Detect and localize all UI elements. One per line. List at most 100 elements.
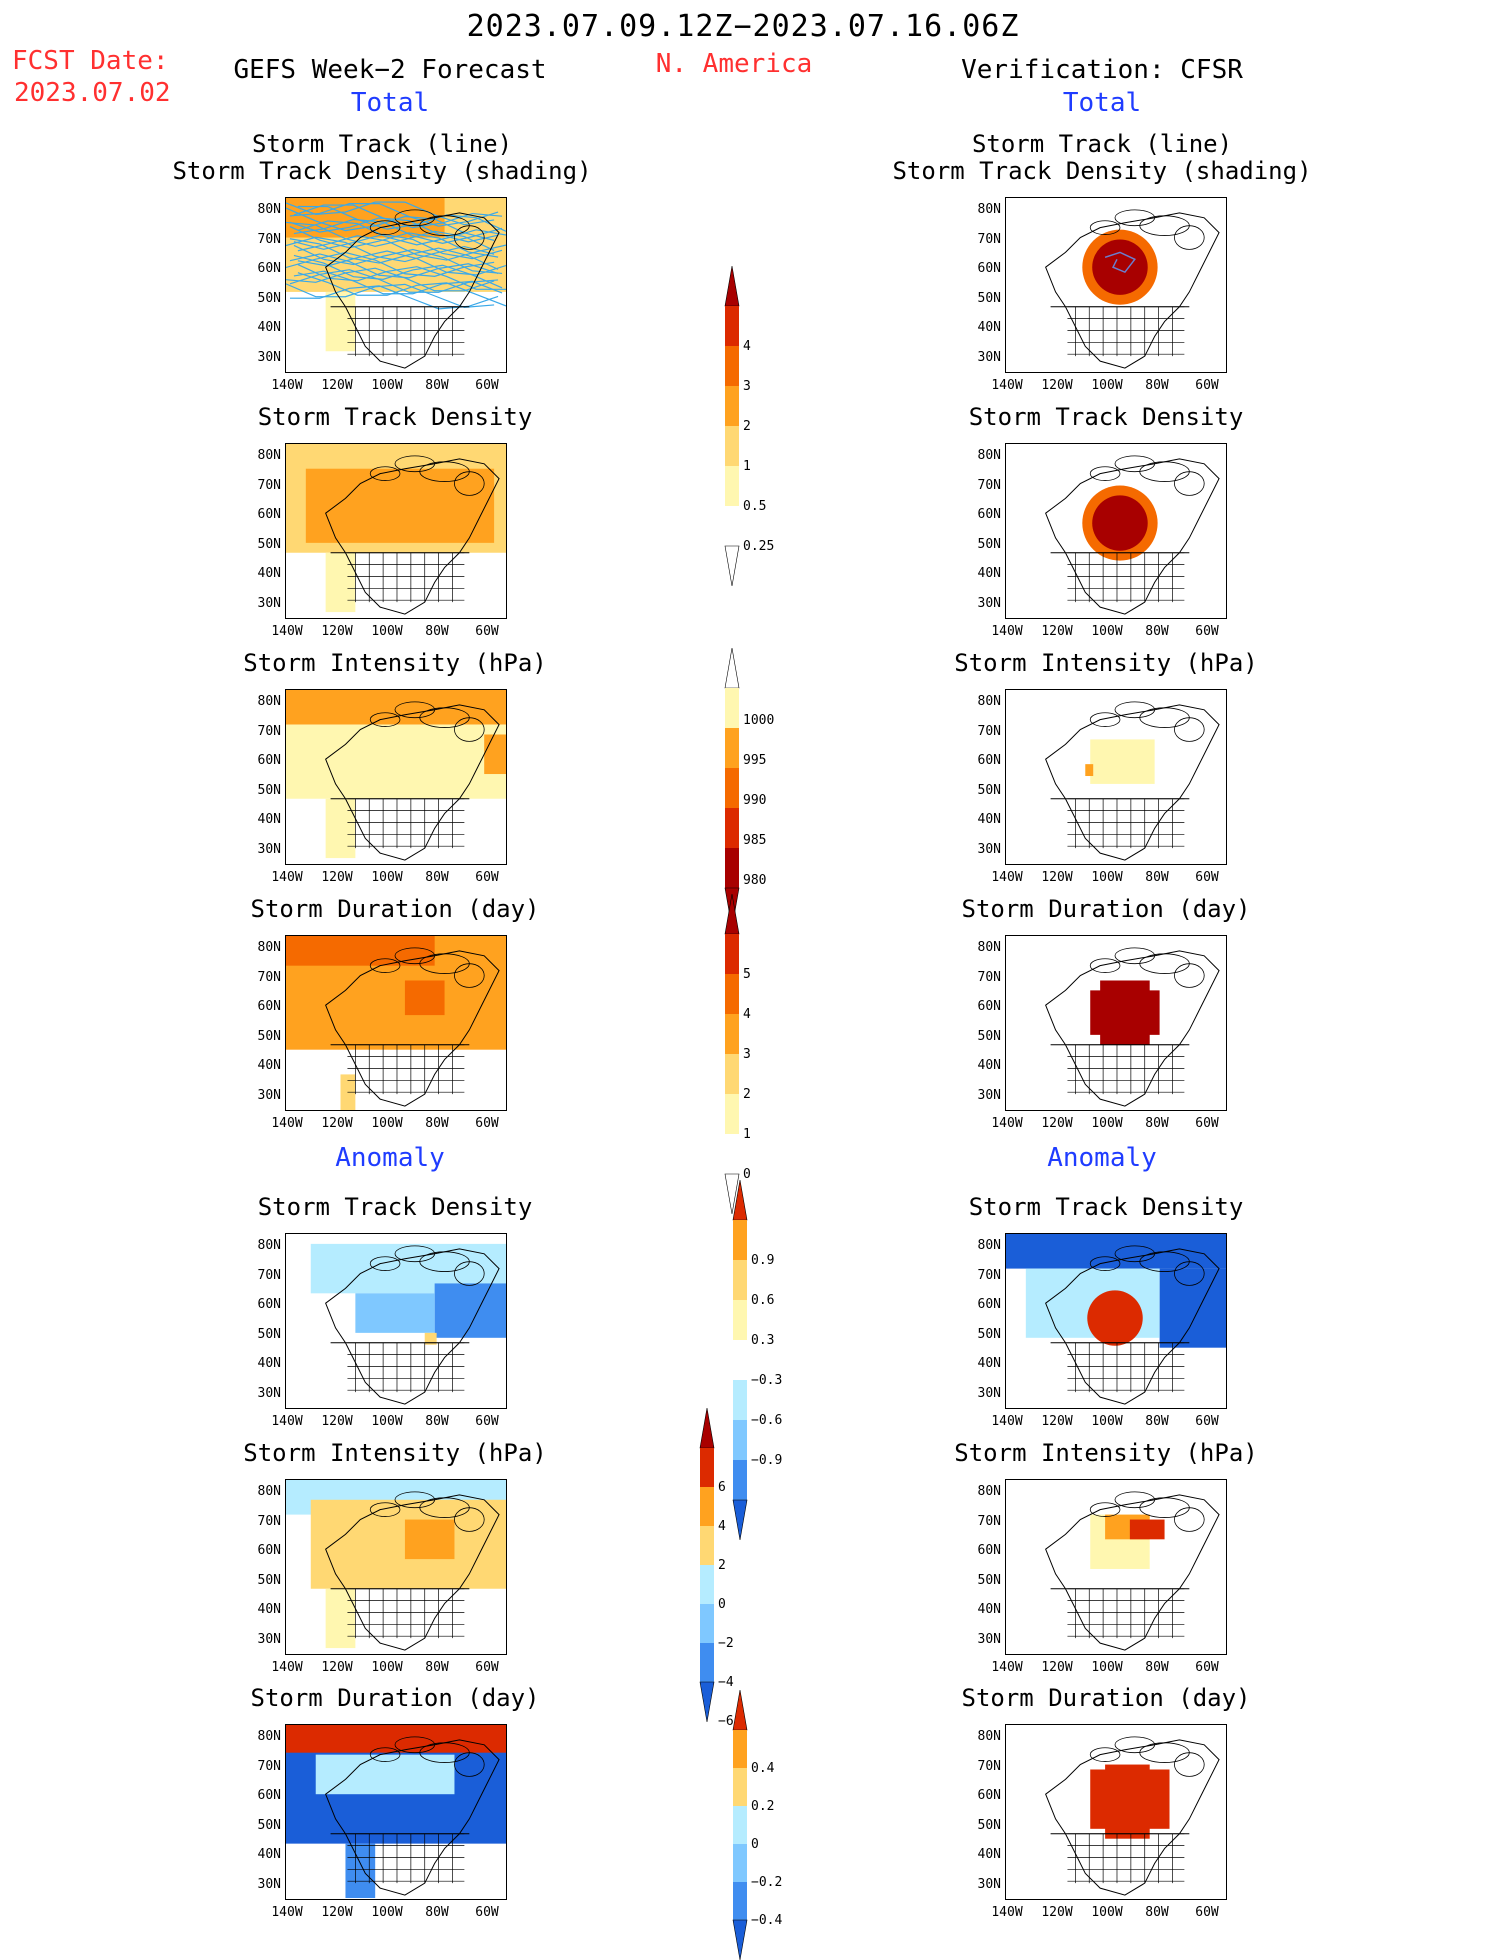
map-panel-dur-verification [1005,935,1227,1111]
lon-tick-label: 100W [371,378,403,393]
island-outline [394,701,436,719]
island-outline [1089,466,1121,481]
map-aIntR [1045,1491,1220,1651]
map-trackL [286,198,506,369]
lon-tick-label: 120W [321,378,353,393]
lat-tick-label: 80N [257,940,281,955]
lon-tick-label: 120W [1041,378,1073,393]
lon-tick-label: 60W [1195,870,1219,885]
lon-tick-label: 60W [475,1116,499,1131]
storm-track-line [286,267,495,292]
lat-tick-label: 60N [257,753,281,768]
storm-track-line [286,236,495,263]
island-outline [1089,1502,1121,1517]
island-outline [1114,209,1156,227]
colorbar-tick-label: 995 [743,753,767,768]
colorbar-tick-label: 0.9 [751,1253,775,1268]
shading-region [325,291,356,352]
lat-tick-label: 70N [977,723,1001,739]
lon-tick-label: 80W [425,1905,449,1920]
colorbar-tick-label: 0.4 [751,1761,775,1776]
map-panel-aInt-verification [1005,1479,1227,1655]
lon-tick-label: 120W [321,1116,353,1131]
lat-tick-label: 60N [977,1543,1001,1558]
map-densL [286,444,506,615]
lat-tick-label: 70N [977,231,1001,247]
island-outline [369,958,401,973]
lat-tick-label: 30N [257,1385,281,1401]
storm-track-line [293,204,503,229]
colorbar-segment [733,1220,747,1260]
colorbar-top-cap [724,893,740,935]
shading-region [1129,1519,1165,1540]
map-panel-track-forecast [285,197,507,373]
map-panel-aInt-forecast [285,1479,507,1655]
lon-tick-label: 60W [1195,1414,1219,1429]
lon-tick-label: 140W [991,378,1023,393]
island-outline [1174,1752,1205,1777]
shading-region [286,724,506,799]
lon-tick-label: 140W [991,870,1023,885]
lon-tick-label: 140W [991,1660,1023,1675]
lon-tick-label: 100W [371,1905,403,1920]
lat-tick-label: 60N [977,1788,1001,1803]
lat-tick-label: 60N [257,507,281,522]
lat-tick-label: 70N [257,969,281,985]
island-outline [369,1502,401,1517]
colorbar-segment [725,974,739,1014]
map-durR [1045,947,1220,1107]
lat-tick-label: 50N [977,1572,1001,1588]
shading-region [1087,1290,1143,1346]
lat-tick-label: 70N [257,723,281,739]
island-outline [1089,958,1121,973]
lon-tick-label: 60W [1195,1905,1219,1920]
island-outline [369,1256,401,1271]
colorbar-segment [725,1094,739,1134]
lat-tick-label: 50N [977,1028,1001,1044]
panel-title-anom-duration-left: Storm Duration (day) [250,1684,540,1712]
region-label: N. America [655,49,813,79]
lat-tick-label: 80N [977,1484,1001,1499]
lon-tick-label: 120W [321,870,353,885]
panel-title-storm-track-shading-left: Storm Track Density (shading) [172,157,592,185]
colorbar-segment [733,1882,747,1920]
panel-title-storm-track-shading-right: Storm Track Density (shading) [892,157,1312,185]
colorbar-segment [725,506,739,546]
map-panel-aDur-forecast [285,1724,507,1900]
lon-tick-label: 80W [425,1414,449,1429]
island-outline [1174,963,1205,988]
island-outline [394,947,436,965]
colorbar-tick-label: 0.3 [751,1333,775,1348]
lat-tick-label: 40N [977,566,1001,581]
lon-tick-label: 120W [1041,1414,1073,1429]
lon-tick-label: 140W [991,1905,1023,1920]
colorbar-tick-label: 0.6 [751,1293,775,1308]
anomaly-label-right: Anomaly [1047,1143,1157,1173]
colorbar-bottom-cap [724,545,740,587]
island-outline [454,717,485,742]
lat-tick-label: 70N [977,1758,1001,1774]
lat-tick-label: 50N [977,1817,1001,1833]
colorbar-segment [700,1448,714,1487]
lat-tick-label: 80N [977,202,1001,217]
lon-tick-label: 60W [1195,624,1219,639]
colorbar-tick-label: −0.6 [751,1413,783,1428]
island-outline [1174,1261,1205,1286]
lat-tick-label: 40N [257,1058,281,1073]
lon-tick-label: 140W [991,1116,1023,1131]
lon-tick-label: 100W [371,1116,403,1131]
map-aIntL [286,1480,506,1651]
lat-tick-label: 50N [257,536,281,552]
map-densR [1045,455,1220,615]
colorbar-segment [733,1768,747,1806]
lat-tick-label: 80N [257,202,281,217]
lon-tick-label: 60W [475,870,499,885]
lat-tick-label: 30N [977,349,1001,365]
lat-tick-label: 60N [977,753,1001,768]
lon-tick-label: 80W [1145,624,1169,639]
lat-tick-label: 30N [257,1631,281,1647]
lon-tick-label: 80W [425,870,449,885]
map-panel-dur-forecast [285,935,507,1111]
colorbar-bottom-cap [699,1681,715,1723]
colorbar-segment [733,1844,747,1882]
